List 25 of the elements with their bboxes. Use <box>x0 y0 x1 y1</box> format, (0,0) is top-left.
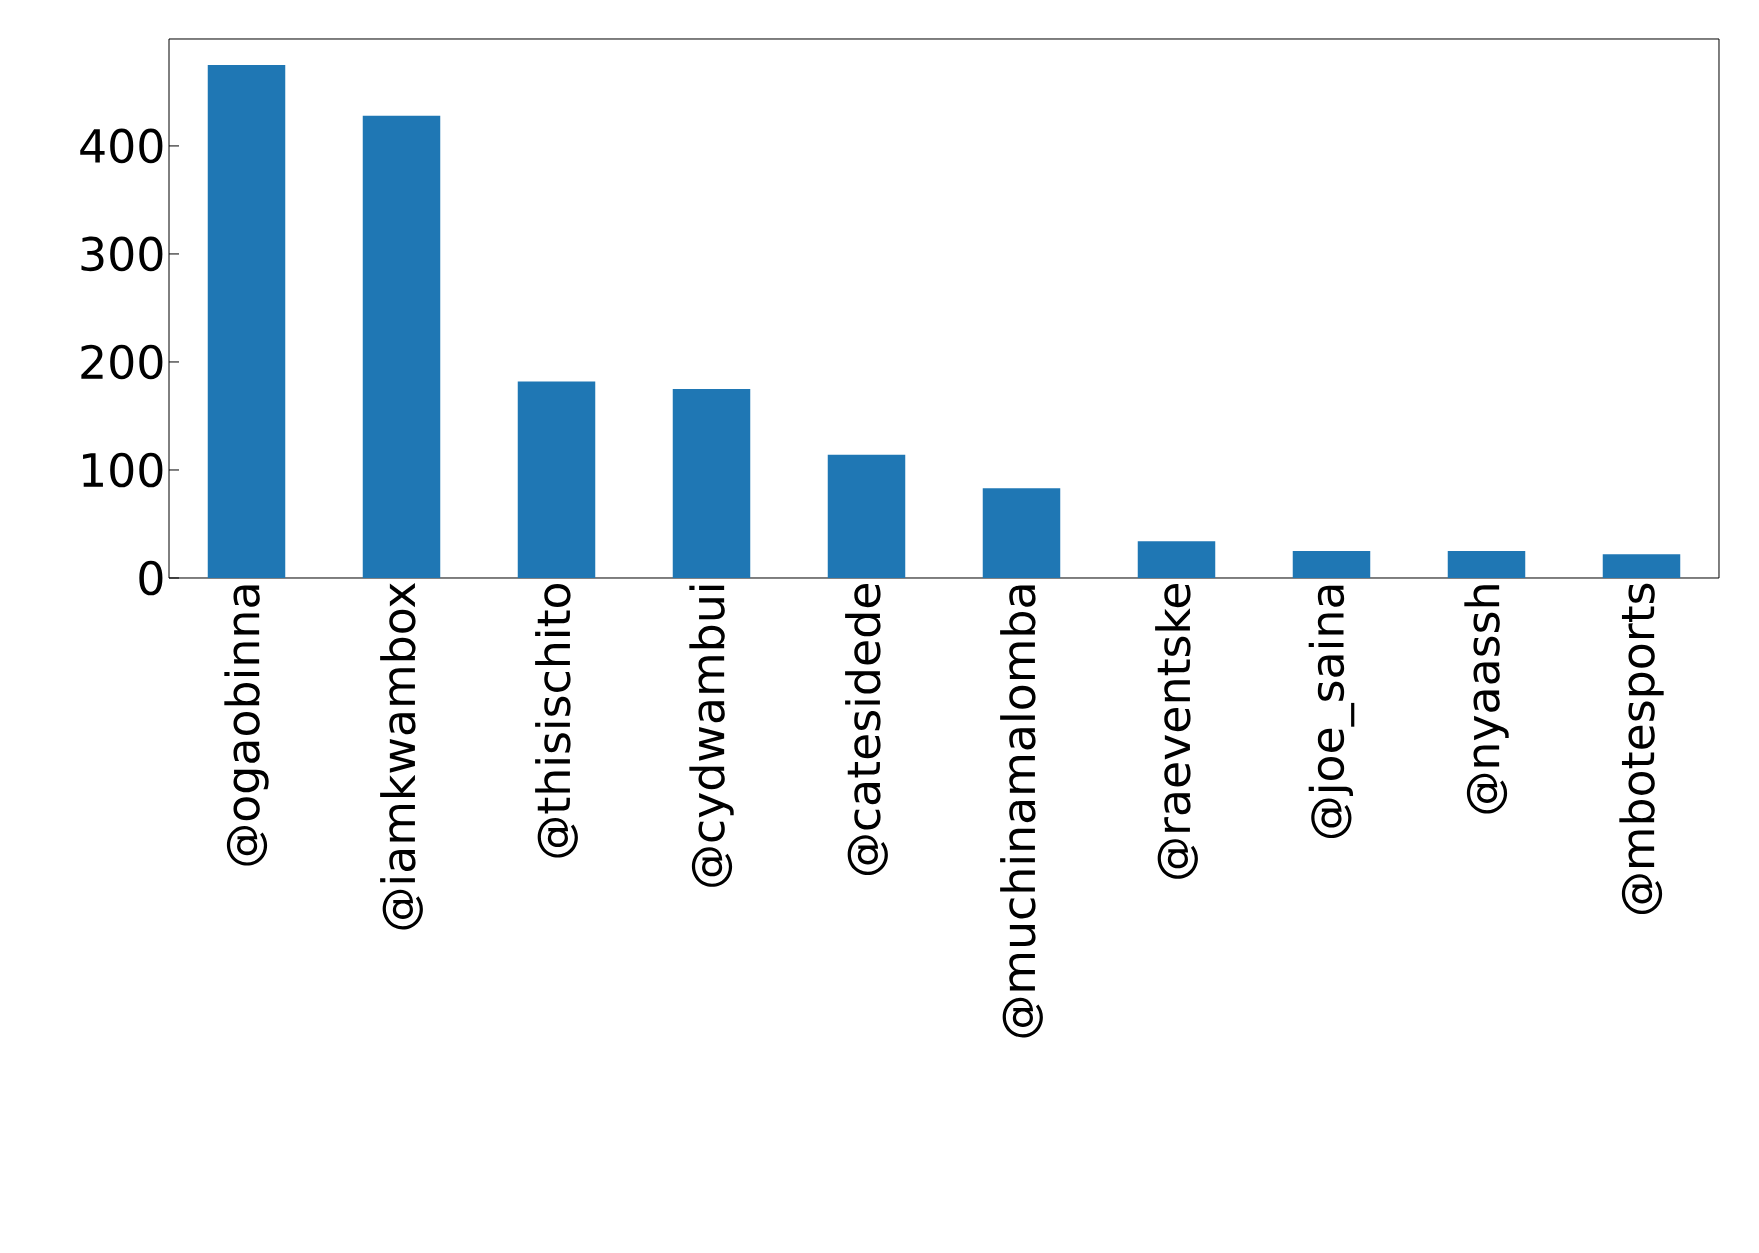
bar <box>672 388 751 578</box>
y-tick-label: 200 <box>81 344 163 380</box>
bar <box>207 64 286 578</box>
x-tick-label: @mbotesports <box>1619 583 1664 914</box>
x-tick-label: @joe_saina <box>1308 585 1355 839</box>
bar <box>1137 541 1216 578</box>
bar <box>1602 554 1681 578</box>
y-tick-label: 400 <box>80 128 163 164</box>
x-tick-label: @ogaobinna <box>224 585 269 866</box>
x-tick-label: @iamkwambox <box>380 582 423 930</box>
x-tick-label: @muchinamalomba <box>1000 585 1043 1038</box>
bar <box>827 454 906 578</box>
x-tick-label: @thisischito <box>535 583 578 858</box>
x-tick-label: @raeventske <box>1155 583 1198 879</box>
bar <box>362 115 441 578</box>
y-tick-label: 100 <box>83 452 163 488</box>
bar <box>1292 550 1371 578</box>
y-tick-label: 0 <box>139 560 163 596</box>
x-tick-label: @cydwambui <box>689 585 734 887</box>
y-tick-label: 300 <box>81 236 163 272</box>
x-tick-label: @nyaassh <box>1464 585 1509 814</box>
bar <box>982 488 1061 578</box>
bar <box>1447 550 1526 578</box>
x-tick-label: @catesidede <box>845 583 888 875</box>
bar <box>517 381 596 578</box>
